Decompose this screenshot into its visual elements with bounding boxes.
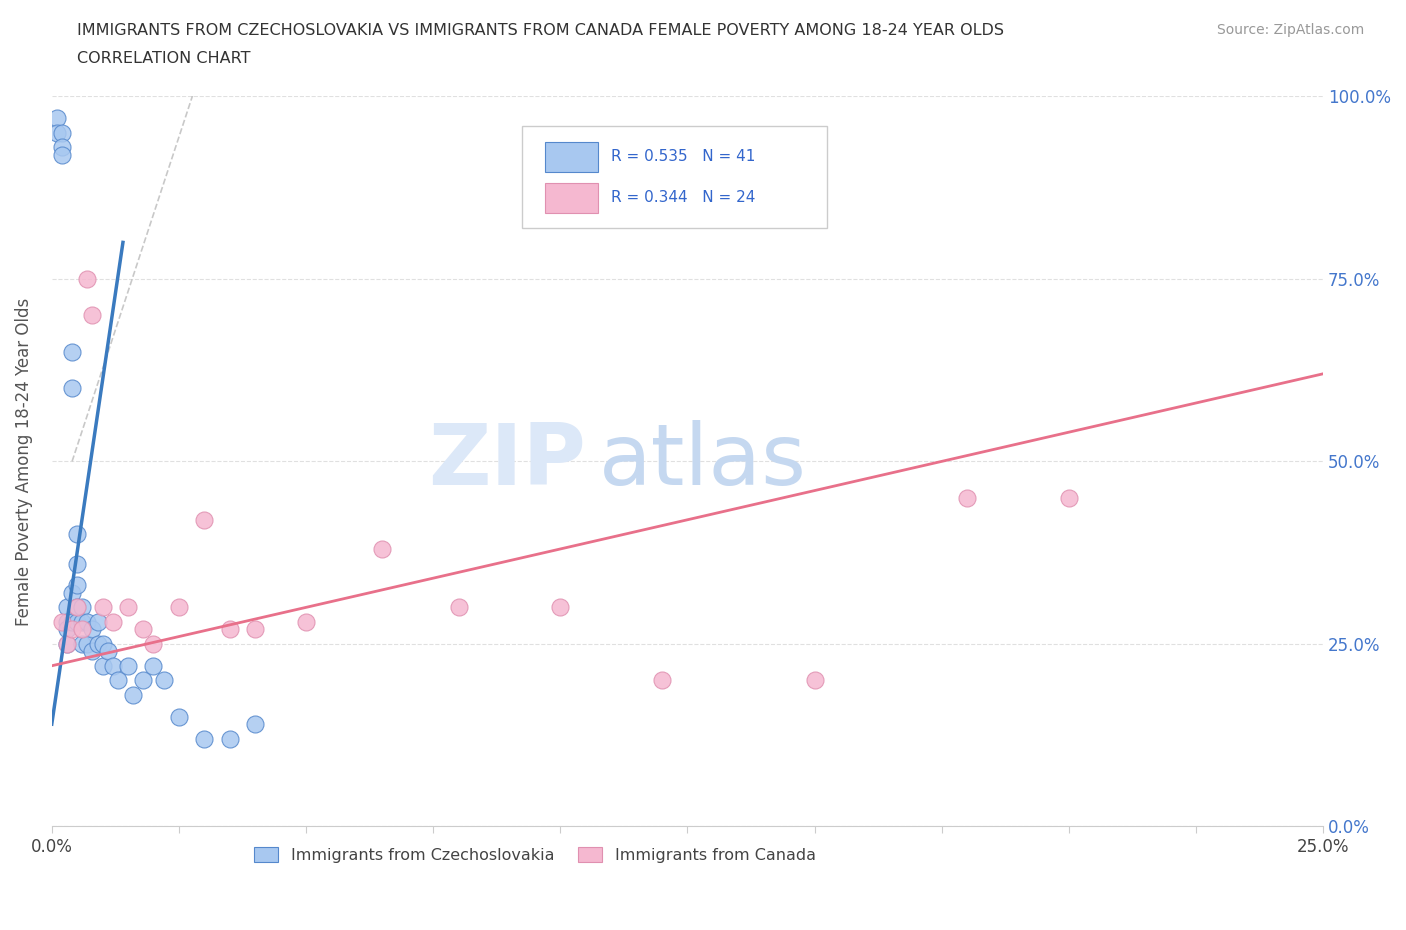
Point [1057, 490, 1080, 505]
Point [371, 541, 394, 556]
Point [651, 673, 673, 688]
Point [66, 600, 89, 615]
Point [60, 585, 83, 600]
Text: R = 0.535   N = 41: R = 0.535 N = 41 [612, 150, 755, 165]
Text: IMMIGRANTS FROM CZECHOSLOVAKIA VS IMMIGRANTS FROM CANADA FEMALE POVERTY AMONG 18: IMMIGRANTS FROM CZECHOSLOVAKIA VS IMMIGR… [77, 23, 1004, 38]
Point [51, 140, 73, 155]
Point [66, 527, 89, 542]
Point [66, 615, 89, 630]
Point [193, 512, 215, 527]
Point [167, 710, 190, 724]
Point [550, 600, 572, 615]
Point [447, 600, 470, 615]
Point [101, 658, 124, 673]
Point [60, 344, 83, 359]
Point [66, 556, 89, 571]
Point [72, 636, 94, 651]
Point [295, 615, 318, 630]
Point [51, 615, 73, 630]
Y-axis label: Female Poverty Among 18-24 Year Olds: Female Poverty Among 18-24 Year Olds [15, 298, 32, 626]
Point [60, 381, 83, 396]
Point [101, 615, 124, 630]
Point [82, 622, 104, 637]
Point [60, 622, 83, 637]
Point [66, 600, 89, 615]
Point [72, 600, 94, 615]
Point [132, 622, 155, 637]
Point [56, 615, 79, 630]
Point [72, 615, 94, 630]
Point [45, 111, 67, 126]
Point [142, 636, 165, 651]
Legend: Immigrants from Czechoslovakia, Immigrants from Canada: Immigrants from Czechoslovakia, Immigran… [247, 841, 823, 870]
Point [218, 622, 240, 637]
Point [86, 615, 108, 630]
Point [152, 673, 174, 688]
Point [107, 673, 129, 688]
Point [243, 717, 266, 732]
Text: R = 0.344   N = 24: R = 0.344 N = 24 [612, 191, 755, 206]
FancyBboxPatch shape [546, 141, 599, 172]
Point [122, 687, 145, 702]
Point [956, 490, 979, 505]
Point [51, 147, 73, 162]
Point [72, 622, 94, 637]
Point [66, 578, 89, 593]
Point [193, 731, 215, 746]
FancyBboxPatch shape [522, 126, 827, 228]
Text: ZIP: ZIP [427, 419, 586, 503]
Point [56, 600, 79, 615]
Point [117, 658, 139, 673]
Text: atlas: atlas [599, 419, 807, 503]
Point [76, 615, 98, 630]
Point [76, 272, 98, 286]
Point [60, 615, 83, 630]
Point [82, 308, 104, 323]
Point [142, 658, 165, 673]
Point [51, 126, 73, 140]
Point [56, 622, 79, 637]
Point [218, 731, 240, 746]
FancyBboxPatch shape [546, 182, 599, 213]
Point [117, 600, 139, 615]
Text: CORRELATION CHART: CORRELATION CHART [77, 51, 250, 66]
Point [91, 600, 114, 615]
Point [82, 644, 104, 658]
Point [132, 673, 155, 688]
Point [167, 600, 190, 615]
Point [45, 126, 67, 140]
Point [56, 636, 79, 651]
Text: Source: ZipAtlas.com: Source: ZipAtlas.com [1216, 23, 1364, 37]
Point [91, 658, 114, 673]
Point [97, 644, 120, 658]
Point [76, 636, 98, 651]
Point [56, 636, 79, 651]
Point [86, 636, 108, 651]
Point [803, 673, 825, 688]
Point [243, 622, 266, 637]
Point [91, 636, 114, 651]
